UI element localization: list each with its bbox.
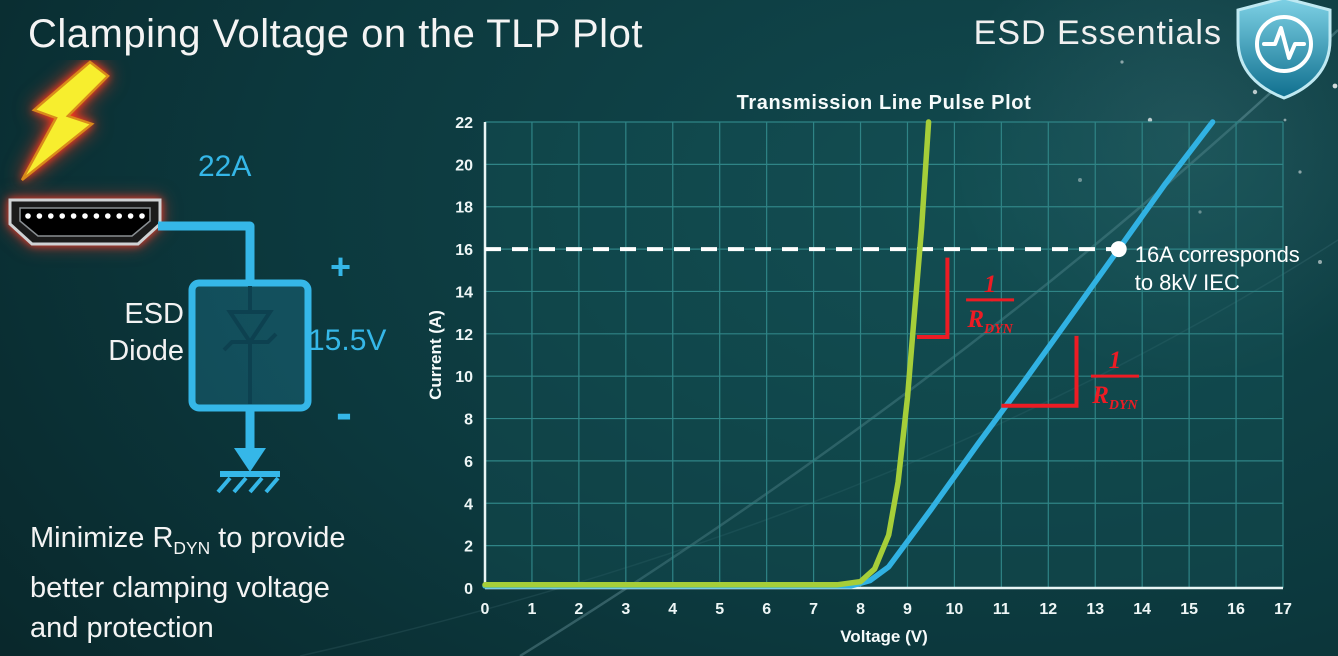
y-tick-label: 0 (464, 581, 473, 598)
note-line3: and protection (30, 611, 214, 644)
x-tick-label: 4 (668, 601, 677, 618)
x-tick-label: 17 (1274, 601, 1292, 618)
slope-angle-1 (1001, 335, 1079, 408)
x-tick-label: 5 (715, 601, 724, 618)
note-line2: better clamping voltage (30, 571, 330, 604)
shield-pulse-icon (1236, 0, 1332, 100)
fraction-denominator-sub: DYN (983, 322, 1014, 337)
tlp-chart: 0 1 2 3 4 5 6 7 8 9 10 11 12 13 14 15 16 1702468101214161… (426, 92, 1300, 646)
marker-label-line1: 16A corresponds (1135, 242, 1300, 267)
y-tick-label: 12 (455, 327, 473, 344)
device-label: ESD Diode (58, 296, 184, 370)
slide-title: Clamping Voltage on the TLP Plot (28, 12, 643, 56)
device-label-line2: Diode (108, 335, 184, 367)
y-tick-label: 16 (455, 242, 473, 259)
x-tick-label: 2 (574, 601, 583, 618)
x-tick-label: 3 (621, 601, 630, 618)
x-tick-label: 6 (762, 601, 771, 618)
fraction-denominator-sub: DYN (1108, 398, 1139, 413)
hdmi-pins (25, 213, 145, 219)
pulse-waveform (1262, 26, 1306, 60)
x-tick-label: 12 (1039, 601, 1057, 618)
x-axis-title: Voltage (V) (840, 627, 928, 646)
zener-diode-icon (222, 286, 278, 404)
circuit-diagram (8, 60, 312, 494)
clamping-voltage-label: 15.5V (308, 324, 387, 357)
polarity-plus-label: + (330, 246, 352, 287)
x-tick-label: 14 (1133, 601, 1151, 618)
curve-green_curve (482, 119, 932, 588)
arrow-down-icon (234, 448, 266, 472)
x-tick-label: 1 (527, 601, 536, 618)
curve-blue_curve (482, 119, 1216, 589)
brand: ESD Essentials (974, 0, 1332, 100)
marker-dot (1110, 241, 1127, 258)
note-line1-sub: DYN (173, 537, 211, 558)
x-tick-label: 16 (1227, 601, 1245, 618)
y-tick-label: 4 (464, 496, 473, 513)
y-tick-label: 2 (464, 539, 473, 556)
y-tick-label: 20 (455, 157, 473, 174)
hdmi-inner-shell (19, 207, 151, 237)
marker-label-line2: to 8kV IEC (1135, 270, 1240, 295)
x-tick-label: 9 (903, 601, 912, 618)
surge-wire (158, 221, 255, 283)
y-tick-label: 8 (464, 412, 473, 429)
y-axis-title: Current (A) (426, 310, 445, 400)
pulse-ring (1255, 15, 1313, 73)
y-tick-label: 18 (455, 200, 473, 217)
hdmi-connector-icon (8, 198, 162, 246)
fraction-numerator: 1 (984, 271, 997, 298)
x-tick-label: 8 (856, 601, 865, 618)
fraction-numerator: 1 (1109, 347, 1122, 374)
x-tick-label: 15 (1180, 601, 1198, 618)
x-tick-label: 10 (946, 601, 964, 618)
y-tick-label: 22 (455, 115, 473, 132)
chart-title: Transmission Line Pulse Plot (737, 92, 1032, 114)
slope-angle-0 (916, 257, 950, 339)
device-label-line1: ESD (124, 298, 184, 330)
note-text: Minimize RDYN to provide better clamping… (30, 518, 346, 648)
x-tick-label: 0 (481, 601, 490, 618)
note-line1-prefix: Minimize R (30, 522, 174, 554)
x-tick-label: 13 (1086, 601, 1104, 618)
x-tick-label: 11 (993, 601, 1010, 618)
brand-text: ESD Essentials (973, 14, 1222, 52)
note-line1-suffix: to provide (210, 522, 346, 554)
polarity-minus-label: - (336, 387, 352, 440)
y-tick-label: 6 (464, 454, 473, 471)
shield-shape (1236, 0, 1332, 100)
lightning-bolt-icon (20, 60, 110, 181)
x-tick-label: 7 (809, 601, 818, 618)
ground-symbol-icon (216, 471, 280, 494)
plot-area (485, 122, 1283, 588)
y-tick-label: 10 (455, 369, 473, 386)
y-tick-label: 14 (455, 284, 473, 301)
surge-current-label: 22A (198, 150, 252, 183)
